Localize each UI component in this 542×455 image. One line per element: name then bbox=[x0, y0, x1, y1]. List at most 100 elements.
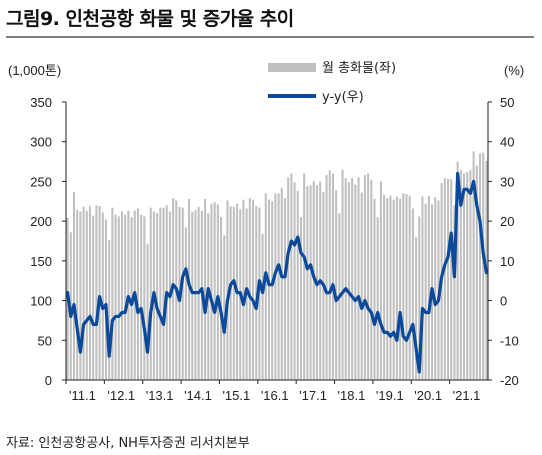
left-tick-label: 150 bbox=[30, 254, 52, 269]
bar-month-12 bbox=[104, 219, 107, 380]
left-axis-unit: (1,000톤) bbox=[8, 63, 61, 78]
bar-month-50 bbox=[226, 200, 229, 380]
legend-label-line: y-y(우) bbox=[322, 90, 364, 105]
bar-month-11 bbox=[101, 212, 104, 380]
bar-month-82 bbox=[328, 170, 331, 380]
bar-month-118 bbox=[443, 178, 446, 380]
bar-month-9 bbox=[95, 205, 98, 380]
bar-month-14 bbox=[111, 207, 114, 380]
bar-month-75 bbox=[306, 186, 309, 380]
bar-month-7 bbox=[88, 206, 91, 380]
bar-month-71 bbox=[293, 182, 296, 380]
bar-month-16 bbox=[117, 216, 120, 380]
bar-month-83 bbox=[331, 173, 334, 380]
bar-month-122 bbox=[456, 161, 459, 380]
bar-month-36 bbox=[181, 207, 184, 380]
bar-month-110 bbox=[418, 216, 421, 380]
x-tick-label: '21.1 bbox=[453, 388, 481, 403]
bar-month-46 bbox=[213, 202, 216, 380]
bar-month-81 bbox=[325, 175, 328, 380]
bar-month-127 bbox=[472, 151, 475, 380]
bar-month-111 bbox=[421, 196, 424, 380]
bar-month-98 bbox=[379, 181, 382, 380]
x-tick-label: '13.1 bbox=[146, 388, 174, 403]
bar-month-97 bbox=[376, 217, 379, 380]
bar-month-72 bbox=[296, 190, 299, 380]
x-tick-label: '20.1 bbox=[414, 388, 442, 403]
bar-month-93 bbox=[363, 175, 366, 380]
bar-month-68 bbox=[283, 198, 287, 380]
left-tick-label: 100 bbox=[30, 294, 52, 309]
bar-month-125 bbox=[466, 171, 469, 380]
bar-month-102 bbox=[392, 199, 395, 380]
bar-month-124 bbox=[463, 173, 466, 380]
bar-month-38 bbox=[188, 198, 191, 380]
left-tick-label: 300 bbox=[30, 135, 52, 150]
left-tick-label: 50 bbox=[38, 333, 52, 348]
x-tick-label: '15.1 bbox=[222, 388, 250, 403]
bar-month-100 bbox=[386, 198, 389, 380]
bar-month-5 bbox=[82, 206, 85, 380]
x-tick-label: '19.1 bbox=[376, 388, 404, 403]
x-tick-label: '12.1 bbox=[107, 388, 135, 403]
bar-month-66 bbox=[277, 193, 280, 380]
right-tick-label: 10 bbox=[500, 254, 514, 269]
bar-month-8 bbox=[92, 215, 95, 380]
bar-month-24 bbox=[143, 216, 146, 380]
bar-month-120 bbox=[450, 179, 453, 380]
bar-month-4 bbox=[79, 211, 82, 380]
bar-month-88 bbox=[347, 182, 350, 380]
bar-month-90 bbox=[354, 184, 357, 380]
bar-month-15 bbox=[114, 214, 117, 380]
right-axis-unit: (%) bbox=[504, 63, 524, 78]
bar-month-105 bbox=[402, 193, 405, 380]
bar-month-128 bbox=[475, 165, 478, 380]
bar-month-104 bbox=[399, 198, 402, 380]
bar-month-61 bbox=[261, 233, 264, 380]
bar-month-3 bbox=[76, 210, 79, 380]
bar-month-45 bbox=[210, 203, 213, 380]
bar-month-10 bbox=[98, 206, 101, 380]
bar-month-91 bbox=[357, 177, 360, 380]
right-axis-ticks: -20 -10 0 10 20 30 40 50 bbox=[488, 95, 519, 388]
bar-month-52 bbox=[232, 206, 235, 380]
bar-month-92 bbox=[360, 192, 363, 380]
bar-month-51 bbox=[229, 206, 232, 380]
bar-month-48 bbox=[220, 217, 223, 380]
bar-month-58 bbox=[252, 199, 255, 380]
right-tick-label: 0 bbox=[500, 294, 507, 309]
bar-month-84 bbox=[335, 190, 338, 380]
bar-month-113 bbox=[427, 195, 430, 380]
bar-month-96 bbox=[373, 198, 376, 380]
x-tick-label: '18.1 bbox=[338, 388, 366, 403]
bar-month-2 bbox=[72, 191, 76, 380]
bar-month-126 bbox=[469, 170, 472, 380]
right-tick-label: 20 bbox=[500, 214, 514, 229]
bar-month-99 bbox=[383, 194, 386, 380]
bar-month-89 bbox=[351, 178, 354, 380]
bar-month-64 bbox=[271, 201, 274, 380]
bar-month-6 bbox=[85, 210, 88, 380]
bar-month-69 bbox=[287, 177, 290, 380]
bar-month-55 bbox=[242, 199, 245, 380]
bar-month-62 bbox=[264, 193, 267, 380]
line-series-yoy bbox=[65, 171, 488, 374]
x-axis-ticks: '11.1 '12.1 '13.1 '14.1 '15.1 '16.1 '17.1 '18.1… bbox=[65, 380, 481, 403]
bar-month-107 bbox=[408, 195, 411, 380]
bar-month-70 bbox=[290, 173, 293, 380]
bar-month-25 bbox=[146, 244, 149, 380]
bar-month-108 bbox=[411, 208, 414, 380]
x-tick-label: '17.1 bbox=[299, 388, 327, 403]
bar-month-18 bbox=[124, 214, 127, 380]
source-note: 자료: 인천공항공사, NH투자증권 리서치본부 bbox=[6, 436, 250, 451]
bar-month-30 bbox=[162, 207, 165, 380]
right-tick-label: 50 bbox=[500, 95, 514, 110]
left-tick-label: 350 bbox=[30, 95, 52, 110]
bar-month-87 bbox=[344, 178, 347, 380]
bar-month-119 bbox=[447, 179, 450, 380]
bar-month-121 bbox=[453, 205, 456, 380]
legend-label-bar: 월 총화물(좌) bbox=[322, 61, 396, 76]
left-tick-label: 0 bbox=[45, 373, 52, 388]
bar-month-29 bbox=[159, 207, 162, 380]
